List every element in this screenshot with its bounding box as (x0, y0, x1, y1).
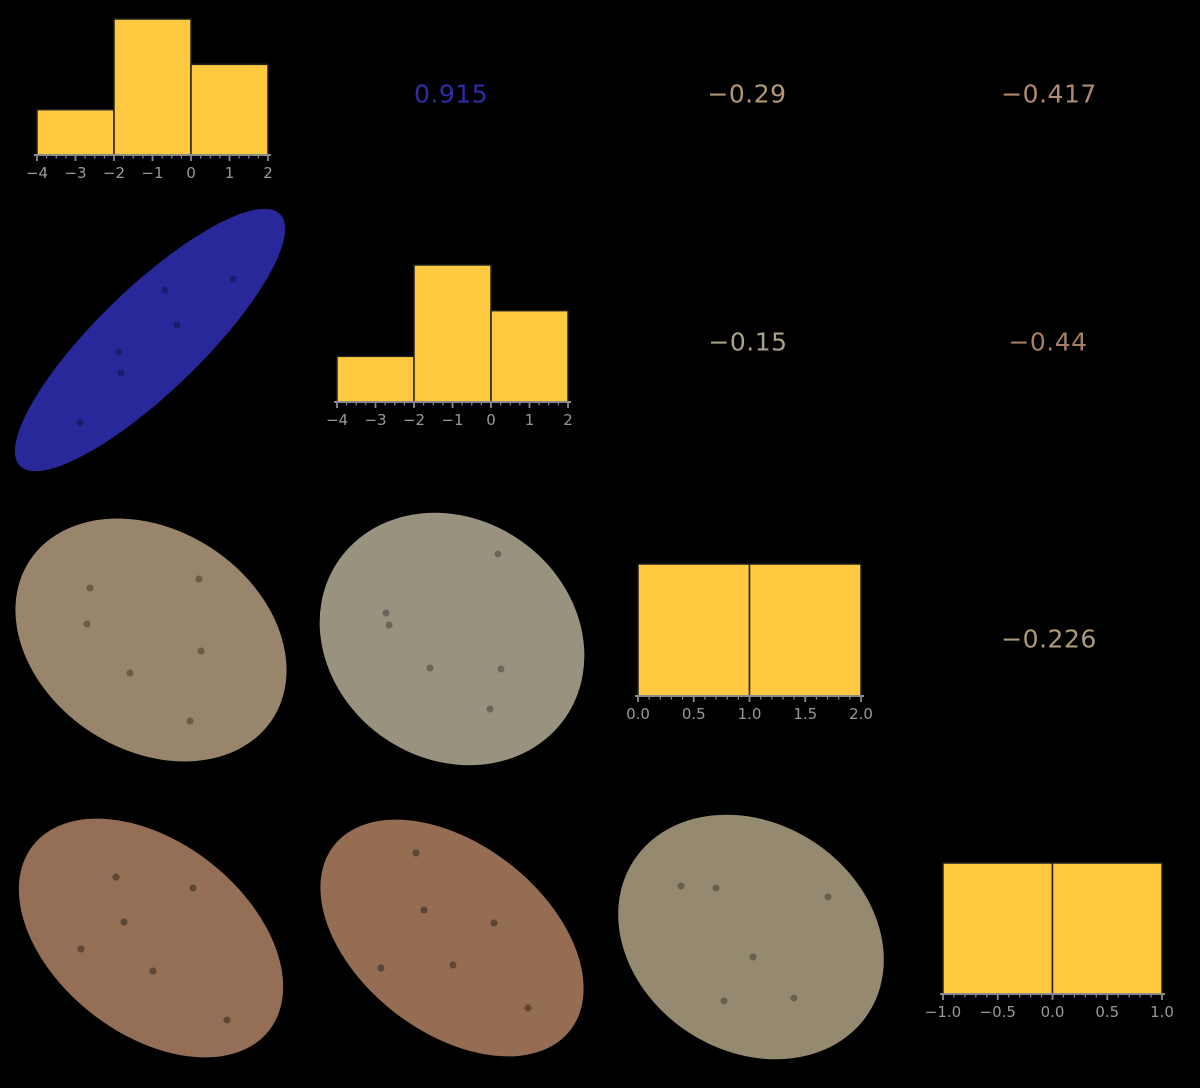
scatter-point (195, 575, 203, 583)
correlation-value-row1-col3: −0.44 (1008, 327, 1088, 357)
scatter-point (117, 369, 125, 377)
correlation-value-row0-col2: −0.29 (707, 79, 787, 109)
x-tick-label: 1.0 (738, 705, 762, 723)
scatter-point (720, 997, 728, 1005)
scatter-point (494, 550, 502, 558)
x-tick-label: 0.5 (1095, 1003, 1119, 1021)
correlation-value-row1-col2: −0.15 (708, 327, 788, 357)
scatter-point (120, 918, 128, 926)
x-tick-label: 2.0 (849, 705, 873, 723)
correlation-value-row0-col1: 0.915 (413, 79, 489, 109)
scatter-point (382, 609, 390, 617)
scatter-point (824, 893, 832, 901)
scatter-point (426, 664, 434, 672)
correlation-ellipse (14, 208, 286, 472)
scatter-point (490, 919, 498, 927)
scatter-point (112, 873, 120, 881)
histogram-bar (490, 309, 569, 403)
correlation-value-row2-col3: −0.226 (1001, 624, 1097, 654)
x-tick-label: −3 (64, 164, 86, 182)
correlation-value-row0-col3: −0.417 (1001, 79, 1097, 109)
correlation-ellipse (618, 814, 884, 1060)
scatter-point (377, 964, 385, 972)
scatter-point (83, 620, 91, 628)
correlation-ellipse (320, 819, 584, 1057)
x-tick-label: 0 (486, 411, 496, 429)
histogram-bar (413, 264, 492, 403)
scatter-point (161, 286, 169, 294)
scatter-point (173, 321, 181, 329)
scatter-point (197, 647, 205, 655)
x-tick-label: 2 (263, 164, 273, 182)
scatter-point (677, 882, 685, 890)
scatter-point (86, 584, 94, 592)
scatter-point (524, 1004, 532, 1012)
scatter-point (229, 275, 237, 283)
scatter-point (497, 665, 505, 673)
scatter-point (486, 705, 494, 713)
histogram-bar (637, 563, 751, 697)
x-tick-label: 1.5 (793, 705, 817, 723)
histogram-bar (1051, 862, 1163, 995)
correlation-ellipse (18, 818, 284, 1058)
x-tick-label: 0 (186, 164, 196, 182)
histogram-bar (113, 18, 192, 156)
histogram-bar (942, 862, 1054, 995)
scatter-point (712, 884, 720, 892)
x-tick-label: −4 (326, 411, 348, 429)
scatter-point (449, 961, 457, 969)
scatter-point (76, 419, 84, 427)
scatter-point (790, 994, 798, 1002)
scatter-point (115, 348, 123, 356)
x-tick-label: 2 (563, 411, 573, 429)
histogram-bar (36, 108, 115, 156)
scatter-point (385, 621, 393, 629)
x-tick-label: −1 (141, 164, 163, 182)
x-tick-label: −2 (403, 411, 425, 429)
x-tick-label: −4 (26, 164, 48, 182)
x-tick-label: 0.0 (626, 705, 650, 723)
scatter-point (749, 953, 757, 961)
x-tick-label: 1 (225, 164, 235, 182)
x-tick-label: 0.0 (1041, 1003, 1065, 1021)
histogram-bar (336, 355, 415, 403)
histogram-bar (190, 63, 269, 156)
histogram-bar (748, 563, 862, 697)
x-tick-label: 1.0 (1150, 1003, 1174, 1021)
scatter-point (126, 669, 134, 677)
scatter-point (149, 967, 157, 975)
correlation-ellipse (319, 512, 585, 766)
correlation-ellipse (15, 518, 287, 762)
scatter-point (77, 945, 85, 953)
scatter-point (420, 906, 428, 914)
x-tick-label: −2 (103, 164, 125, 182)
scatter-point (412, 849, 420, 857)
x-tick-label: 0.5 (682, 705, 706, 723)
x-tick-label: −1 (441, 411, 463, 429)
scatter-point (223, 1016, 231, 1024)
scatter-point (186, 717, 194, 725)
scatter-point (189, 884, 197, 892)
x-tick-label: 1 (525, 411, 535, 429)
x-tick-label: −0.5 (980, 1003, 1016, 1021)
x-tick-label: −1.0 (925, 1003, 961, 1021)
x-tick-label: −3 (364, 411, 386, 429)
